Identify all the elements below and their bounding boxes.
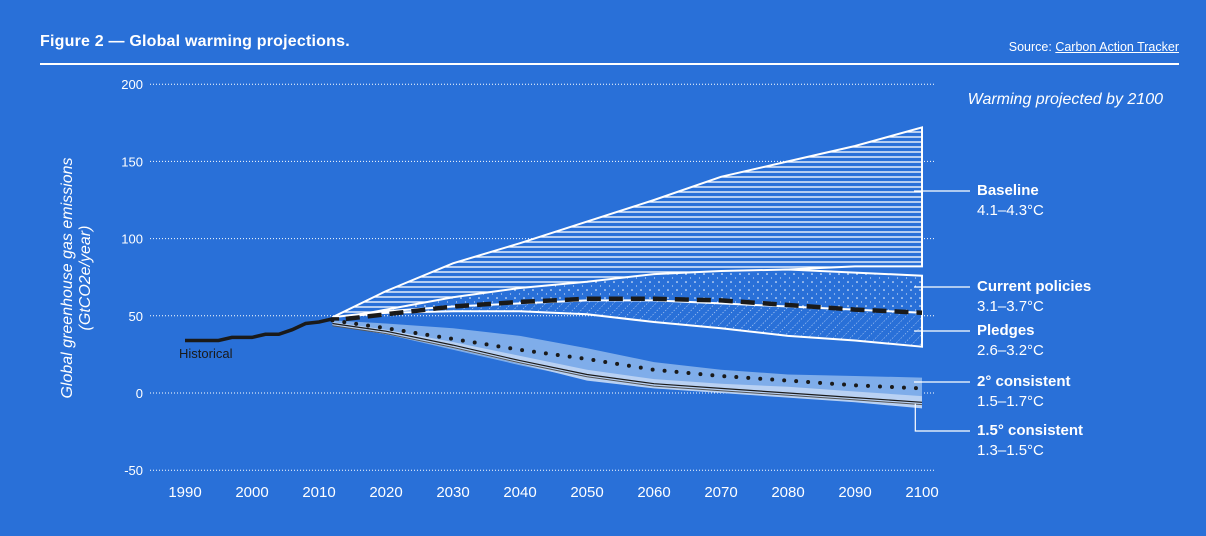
- scenario-name: 1.5° consistent: [977, 422, 1083, 439]
- x-tick-label: 2010: [302, 484, 335, 501]
- x-tick-label: 2070: [704, 484, 737, 501]
- figure-title: Figure 2 — Global warming projections.: [40, 33, 350, 50]
- 1-5c-consistent-area: [332, 322, 922, 409]
- historical-label: Historical: [179, 346, 233, 361]
- scenario-range: 3.1–3.7°C: [977, 298, 1044, 315]
- annotation: Warming projected by 2100: [968, 91, 1163, 108]
- x-tick-label: 2020: [369, 484, 402, 501]
- y-tick-label: 150: [121, 154, 143, 169]
- scenario-range: 1.3–1.5°C: [977, 442, 1044, 459]
- y-tick-label: 100: [121, 232, 143, 247]
- y-tick-label: 50: [129, 309, 143, 324]
- x-tick-label: 1990: [168, 484, 201, 501]
- leader-line: [914, 403, 970, 432]
- source-label: Source:: [1008, 40, 1052, 54]
- y-tick-label: -50: [124, 463, 143, 478]
- 1-5c-median-line: [332, 322, 923, 403]
- y-axis-label: Global greenhouse gas emissions(GtCO2e/y…: [59, 157, 94, 398]
- 2c-median-dotted-line: [330, 318, 924, 391]
- x-tick-label: 2050: [570, 484, 603, 501]
- x-tick-label: 2080: [771, 484, 804, 501]
- current-policies-dashed-line: [345, 296, 923, 322]
- x-tick-label: 2030: [436, 484, 469, 501]
- header-divider: [40, 63, 1179, 65]
- scenario-name: Current policies: [977, 278, 1091, 295]
- x-tick-label: 2100: [905, 484, 938, 501]
- source: Source: Carbon Action Tracker: [1009, 40, 1179, 54]
- x-tick-label: 2040: [503, 484, 536, 501]
- historical-line: [185, 317, 340, 343]
- x-tick-label: 2060: [637, 484, 670, 501]
- x-tick-label: 2000: [235, 484, 268, 501]
- scenario-range: 4.1–4.3°C: [977, 202, 1044, 219]
- 1-5c-lower-line: [332, 325, 923, 406]
- scenario-range: 1.5–1.7°C: [977, 393, 1044, 410]
- x-tick-label: 2090: [838, 484, 871, 501]
- y-tick-label: 200: [121, 77, 143, 92]
- scenario-name: Pledges: [977, 322, 1035, 339]
- y-tick-label: 0: [136, 386, 143, 401]
- source-link[interactable]: Carbon Action Tracker: [1055, 40, 1179, 54]
- scenario-name: Baseline: [977, 182, 1039, 199]
- scenario-range: 2.6–3.2°C: [977, 342, 1044, 359]
- scenario-name: 2° consistent: [977, 373, 1071, 390]
- 2c-consistent-area: [332, 320, 922, 398]
